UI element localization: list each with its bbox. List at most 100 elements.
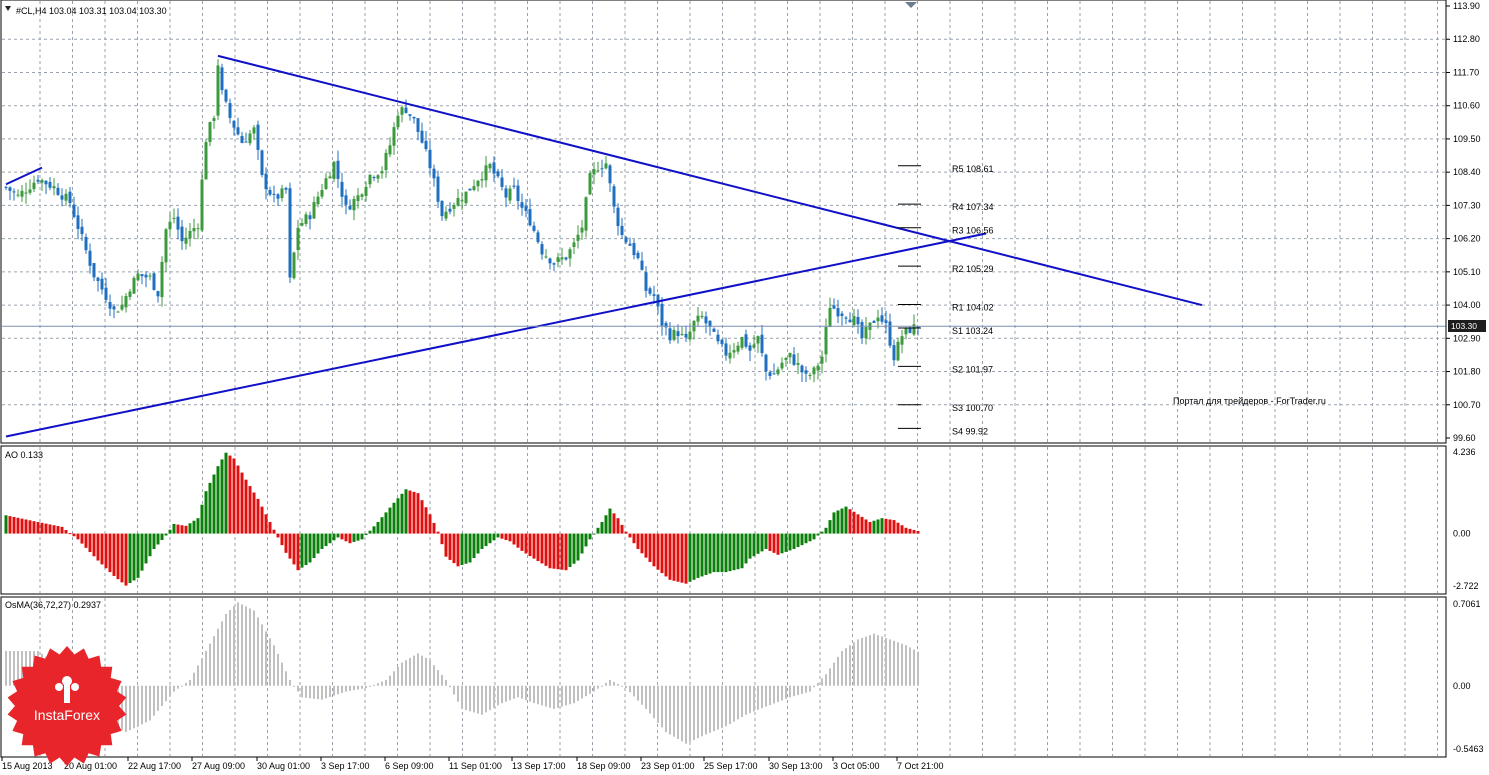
ao-bar xyxy=(892,520,896,534)
osma-bar xyxy=(409,657,411,686)
ao-bar xyxy=(108,533,112,573)
ao-bar xyxy=(884,518,888,534)
candle-body xyxy=(648,288,652,294)
osma-bar xyxy=(145,685,147,723)
scroll-marker-icon[interactable] xyxy=(905,2,917,8)
candle-body xyxy=(364,186,368,196)
osma-bar xyxy=(697,685,699,739)
x-tick-label: 15 Aug 2013 xyxy=(2,761,53,771)
osma-bar xyxy=(257,617,259,686)
pivot-label: R2 105.29 xyxy=(952,264,994,274)
osma-bar xyxy=(465,685,467,711)
y-tick-label: 104.00 xyxy=(1453,300,1481,310)
candle-body xyxy=(508,188,512,201)
candle-body xyxy=(328,176,332,179)
ao-bar xyxy=(652,533,656,567)
candle-body xyxy=(204,142,208,180)
osma-bar xyxy=(449,685,451,688)
candle-body xyxy=(300,223,304,226)
osma-bar xyxy=(805,685,807,693)
ao-bar xyxy=(12,516,16,534)
ao-bar xyxy=(476,533,480,554)
osma-bar xyxy=(917,651,919,686)
ao-bar xyxy=(672,533,676,581)
candle-body xyxy=(812,367,816,375)
ao-bar xyxy=(268,522,272,534)
osma-bar xyxy=(625,685,627,689)
ao-bar xyxy=(16,517,20,534)
ao-bar xyxy=(184,525,188,534)
candle-body xyxy=(472,186,476,191)
panel-frames xyxy=(0,0,1447,758)
pivot-label: R5 108.61 xyxy=(952,164,994,174)
osma-bar xyxy=(217,628,219,686)
candle-body xyxy=(544,256,548,258)
ao-bar xyxy=(328,533,332,544)
ao-bar xyxy=(696,533,700,578)
osma-bar xyxy=(781,685,783,701)
osma-bar xyxy=(201,658,203,686)
osma-bar xyxy=(705,685,707,735)
menu-arrow-icon[interactable] xyxy=(5,6,11,11)
candle-body xyxy=(48,181,52,188)
candle-body xyxy=(612,186,616,207)
candle-body xyxy=(788,352,792,358)
y-tick-label: 102.90 xyxy=(1453,333,1481,343)
osma-bar xyxy=(505,685,507,702)
candle-body xyxy=(288,188,292,278)
y-tick-label: 108.40 xyxy=(1453,167,1481,177)
osma-bar xyxy=(501,685,503,704)
x-tick-label: 23 Sep 01:00 xyxy=(641,761,695,771)
osma-bar xyxy=(205,651,207,686)
osma-bar xyxy=(713,685,715,732)
ao-bar xyxy=(4,515,8,534)
indicator-tick-label: 0.00 xyxy=(1453,529,1471,539)
candle-body xyxy=(128,291,132,297)
ao-bar xyxy=(508,533,512,542)
x-tick-label: 30 Aug 01:00 xyxy=(257,761,310,771)
candle-body xyxy=(272,193,276,195)
osma-bar xyxy=(477,685,479,714)
candle-body xyxy=(244,141,248,143)
candle-body xyxy=(348,205,352,210)
ao-bar xyxy=(460,533,464,566)
candle-body xyxy=(864,327,868,339)
osma-bar xyxy=(589,685,591,694)
pivot-label: S3 100.70 xyxy=(952,403,993,413)
osma-bar xyxy=(865,636,867,686)
osma-histogram xyxy=(5,602,919,744)
ao-bar xyxy=(332,533,336,541)
candle-body xyxy=(448,208,452,212)
candle-body xyxy=(712,328,716,332)
candle-body xyxy=(340,181,344,197)
candle-body xyxy=(488,163,492,169)
candle-body xyxy=(456,197,460,206)
x-tick-label: 13 Sep 17:00 xyxy=(512,761,566,771)
ao-bar xyxy=(832,512,836,534)
ao-bar xyxy=(20,518,24,534)
ao-bar xyxy=(136,533,140,578)
candle-body xyxy=(304,214,308,224)
candle-body xyxy=(652,294,656,296)
pivot-label: S1 103.24 xyxy=(952,326,993,336)
ao-bar xyxy=(468,533,472,563)
osma-bar xyxy=(373,684,375,686)
indicator-tick-label: 4.236 xyxy=(1453,447,1476,457)
ao-bar xyxy=(152,533,156,549)
osma-bar xyxy=(181,685,183,687)
candle-body xyxy=(200,179,204,231)
ao-bar xyxy=(456,533,460,567)
candle-body xyxy=(40,179,44,183)
candle-body xyxy=(28,189,32,193)
candle-body xyxy=(492,162,496,174)
ao-bar xyxy=(732,533,736,571)
osma-bar xyxy=(441,675,443,686)
ao-bar xyxy=(848,509,852,534)
candle-body xyxy=(428,149,432,169)
candle-body xyxy=(560,257,564,260)
candle-body xyxy=(72,204,76,217)
candle-body xyxy=(320,189,324,197)
candle-body xyxy=(104,287,108,300)
candle-body xyxy=(768,372,772,376)
ao-bar xyxy=(752,533,756,557)
